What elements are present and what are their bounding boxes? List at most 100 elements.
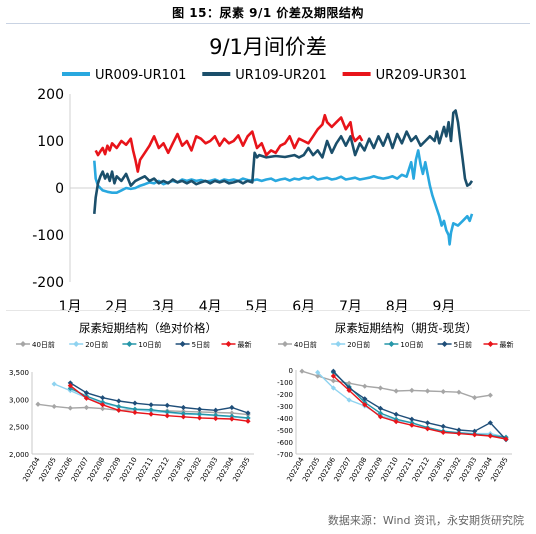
data-point bbox=[330, 378, 336, 384]
data-point bbox=[346, 397, 352, 403]
data-point bbox=[377, 385, 384, 391]
data-point bbox=[487, 392, 493, 398]
data-point bbox=[424, 420, 431, 426]
legend-marker bbox=[282, 341, 288, 347]
series-line bbox=[93, 149, 474, 246]
legend-label: 10日前 bbox=[400, 340, 423, 349]
data-point bbox=[409, 416, 415, 422]
x-tick-label: 6月 bbox=[292, 299, 315, 315]
x-tick-label: 1月 bbox=[59, 299, 82, 315]
data-point bbox=[51, 403, 57, 410]
data-point bbox=[362, 402, 368, 408]
y-tick-label: -700 bbox=[277, 451, 293, 459]
data-point bbox=[362, 396, 368, 402]
data-point bbox=[100, 395, 106, 401]
data-point bbox=[245, 410, 251, 416]
x-tick-label: 2月 bbox=[105, 299, 128, 315]
series-line bbox=[94, 113, 364, 173]
y-tick-label: 3,500 bbox=[9, 369, 29, 377]
legend-label: 5日前 bbox=[454, 340, 472, 349]
legend-label: 最新 bbox=[238, 340, 252, 349]
y-tick-label: -600 bbox=[277, 439, 293, 447]
data-point bbox=[116, 398, 122, 404]
legend-marker bbox=[179, 341, 186, 347]
data-point bbox=[245, 418, 251, 424]
legend-label: 20日前 bbox=[85, 340, 108, 349]
data-point bbox=[83, 390, 90, 396]
y-tick-label: 100 bbox=[37, 134, 64, 150]
data-point bbox=[472, 395, 478, 401]
x-tick-label: 5月 bbox=[246, 299, 269, 315]
series-line bbox=[332, 370, 507, 441]
y-tick-label: -200 bbox=[277, 391, 293, 399]
data-point bbox=[393, 411, 399, 417]
chart-title: 尿素短期结构（绝对价格） bbox=[79, 321, 217, 335]
data-point bbox=[229, 410, 235, 416]
series-line bbox=[69, 385, 249, 422]
data-point bbox=[132, 409, 138, 416]
data-point bbox=[330, 373, 336, 379]
y-tick-label: 200 bbox=[37, 87, 64, 103]
y-tick-label: -400 bbox=[277, 415, 293, 423]
data-point bbox=[180, 414, 186, 420]
data-point bbox=[180, 404, 186, 411]
data-point bbox=[315, 373, 321, 379]
legend-label: 最新 bbox=[500, 340, 514, 349]
data-point bbox=[132, 400, 138, 406]
data-point bbox=[116, 403, 122, 410]
legend-marker bbox=[126, 341, 133, 347]
series-line bbox=[93, 109, 474, 215]
y-tick-label: 0 bbox=[289, 367, 293, 375]
legend-marker bbox=[388, 341, 395, 347]
legend-label: UR209-UR301 bbox=[376, 68, 467, 83]
absolute-price-structure-chart: 尿素短期结构（绝对价格） 40日前 20日前 10日前 5日前 最新 2,000 2,500 3… bbox=[9, 321, 254, 483]
data-point bbox=[362, 383, 368, 389]
data-point bbox=[196, 415, 203, 421]
y-tick-label: 2,000 bbox=[9, 451, 29, 459]
data-point bbox=[487, 433, 493, 439]
y-tick-label: -200 bbox=[32, 275, 64, 291]
section-divider bbox=[6, 310, 530, 311]
legend-label: 40日前 bbox=[32, 340, 55, 349]
x-tick-label: 7月 bbox=[339, 299, 362, 315]
data-point bbox=[503, 436, 509, 442]
figure-title: 图 15：尿素 9/1 价差及期限结构 bbox=[172, 6, 364, 20]
data-point bbox=[67, 405, 73, 411]
data-point bbox=[424, 388, 431, 394]
data-point bbox=[148, 402, 154, 408]
y-tick-label: 0 bbox=[55, 181, 64, 197]
data-point bbox=[164, 413, 170, 419]
data-point bbox=[409, 387, 415, 393]
futures-spot-structure-chart: 尿素短期结构（期货-现货） 40日前 20日前 10日前 5日前 最新 -700 -600 -5… bbox=[277, 321, 514, 483]
y-tick-label: -300 bbox=[277, 403, 293, 411]
data-point bbox=[213, 407, 219, 413]
data-point bbox=[83, 404, 90, 411]
legend-label: 10日前 bbox=[138, 340, 161, 349]
legend-marker bbox=[225, 341, 232, 347]
legend-label: 20日前 bbox=[347, 340, 370, 349]
y-tick-label: 2,500 bbox=[9, 424, 29, 432]
x-tick-label: 9月 bbox=[432, 299, 455, 315]
data-point bbox=[148, 411, 154, 417]
legend-marker bbox=[335, 341, 342, 347]
x-tick-label: 3月 bbox=[152, 299, 175, 315]
data-point bbox=[164, 402, 170, 408]
legend-label: 40日前 bbox=[294, 340, 317, 349]
data-point bbox=[393, 388, 399, 394]
data-point bbox=[456, 389, 462, 395]
data-point bbox=[330, 385, 336, 391]
data-point bbox=[35, 401, 41, 407]
legend-label: 5日前 bbox=[192, 340, 210, 349]
y-tick-label: -100 bbox=[277, 379, 293, 387]
data-point bbox=[440, 389, 446, 395]
series-line bbox=[69, 382, 249, 414]
data-point bbox=[116, 407, 122, 413]
data-point bbox=[440, 423, 446, 429]
spread-line-chart: 9/1月间价差 UR009-UR101 UR109-UR201 UR209-UR301… bbox=[32, 35, 474, 315]
data-point bbox=[299, 368, 305, 374]
chart-title: 9/1月间价差 bbox=[209, 35, 327, 59]
data-point bbox=[456, 427, 462, 433]
x-tick-label: 8月 bbox=[386, 299, 409, 315]
data-point bbox=[213, 415, 219, 422]
legend-marker bbox=[487, 341, 494, 347]
